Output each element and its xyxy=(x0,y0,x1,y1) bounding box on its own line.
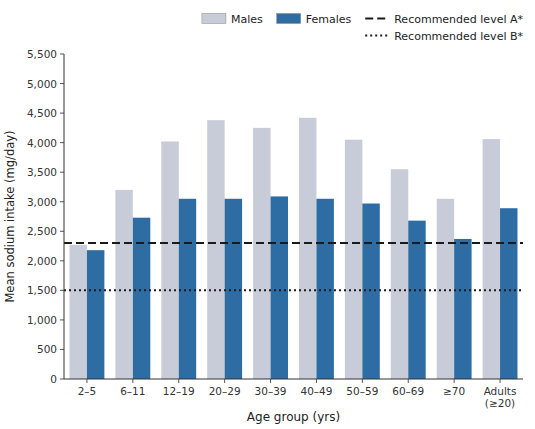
bar xyxy=(454,239,471,379)
y-tick-label: 3,000 xyxy=(27,196,57,208)
x-tick-label: 60–69 xyxy=(392,385,424,397)
y-tick xyxy=(60,260,64,261)
bar xyxy=(299,118,316,379)
bar xyxy=(408,221,425,379)
x-tick xyxy=(316,379,317,383)
y-axis-label: Mean sodium intake (mg/day) xyxy=(3,130,17,302)
legend-label: Females xyxy=(306,13,352,26)
x-tick-label-line: ≥70 xyxy=(443,385,465,397)
x-tick-label: 20–29 xyxy=(209,385,241,397)
y-tick xyxy=(60,172,64,173)
legend-item: Recommended level A* xyxy=(365,13,523,26)
y-tick-label: 2,500 xyxy=(27,225,57,237)
y-axis: 0 500 1,000 1,500 2,000 2,500 3,000 3,500 4,000 4… xyxy=(27,48,64,385)
reference-line xyxy=(64,289,523,291)
bar xyxy=(225,199,242,379)
chart: Males Females Recommended level A* Recommen… xyxy=(0,0,535,429)
y-tick xyxy=(60,201,64,202)
x-tick-label-line: 40–49 xyxy=(300,385,332,397)
y-tick xyxy=(60,113,64,114)
x-tick-label-line: 6–11 xyxy=(120,385,145,397)
x-tick xyxy=(178,379,179,383)
x-tick-label: 50–59 xyxy=(346,385,378,397)
bar xyxy=(316,199,333,379)
bar xyxy=(115,190,132,379)
bar xyxy=(161,141,178,379)
bar xyxy=(70,245,87,379)
bar xyxy=(87,250,104,379)
bar xyxy=(271,196,288,379)
legend-label: Recommended level B* xyxy=(394,30,523,43)
legend-item: Males xyxy=(202,13,263,26)
x-tick-label-line: 12–19 xyxy=(163,385,195,397)
y-tick-label: 0 xyxy=(50,373,57,385)
y-tick xyxy=(60,379,64,380)
legend: Males Females Recommended level A* Recommen… xyxy=(202,13,524,43)
x-tick-label: 12–19 xyxy=(163,385,195,397)
x-tick-label-line: Adults xyxy=(484,385,517,397)
x-tick xyxy=(362,379,363,383)
legend-swatch xyxy=(365,18,389,20)
legend-label: Recommended level A* xyxy=(394,13,523,26)
x-tick xyxy=(408,379,409,383)
x-axis-label: Age group (yrs) xyxy=(247,410,340,424)
x-tick-label: ≥70 xyxy=(443,385,465,397)
bar xyxy=(133,218,150,379)
x-tick xyxy=(500,379,501,383)
y-tick-label: 3,500 xyxy=(27,166,57,178)
legend-swatch xyxy=(365,35,389,37)
y-tick xyxy=(60,231,64,232)
y-tick-label: 2,000 xyxy=(27,255,57,267)
y-tick-label: 4,000 xyxy=(27,137,57,149)
y-axis-line xyxy=(64,54,65,379)
y-tick xyxy=(60,349,64,350)
bars xyxy=(70,118,518,379)
reference-line xyxy=(64,242,523,244)
legend-label: Males xyxy=(231,13,263,26)
x-tick-label: Adults(≥20) xyxy=(484,385,517,409)
x-tick-label: 2–5 xyxy=(78,385,97,397)
y-tick-label: 4,500 xyxy=(27,107,57,119)
y-tick xyxy=(60,83,64,84)
y-tick xyxy=(60,142,64,143)
reference-lines xyxy=(64,243,523,290)
legend-swatch xyxy=(202,14,226,24)
x-tick-label-line: 50–59 xyxy=(346,385,378,397)
x-tick xyxy=(86,379,87,383)
y-tick-label: 500 xyxy=(37,343,57,355)
y-tick-label: 5,500 xyxy=(27,48,57,60)
x-axis: 2–5 6–11 12–19 20–29 30–39 40–49 50–59 60–69 ≥70… xyxy=(78,379,517,409)
bar xyxy=(391,169,408,379)
bar xyxy=(253,128,270,379)
x-tick-label-line: 60–69 xyxy=(392,385,424,397)
series xyxy=(87,196,518,379)
x-tick xyxy=(454,379,455,383)
y-tick xyxy=(60,54,64,55)
x-tick-label-line: 2–5 xyxy=(78,385,97,397)
x-tick-label-line: 30–39 xyxy=(255,385,287,397)
bar xyxy=(345,140,362,379)
legend-swatch xyxy=(277,14,301,24)
series xyxy=(70,118,501,379)
x-tick-label: 40–49 xyxy=(300,385,332,397)
x-tick-label-line: (≥20) xyxy=(485,397,515,409)
y-tick xyxy=(60,319,64,320)
bar xyxy=(500,208,517,379)
bar xyxy=(437,199,454,379)
bar xyxy=(483,139,500,379)
y-tick xyxy=(60,290,64,291)
x-tick xyxy=(132,379,133,383)
x-tick-label: 6–11 xyxy=(120,385,145,397)
legend-item: Recommended level B* xyxy=(365,30,523,43)
x-tick-label-line: 20–29 xyxy=(209,385,241,397)
y-tick-label: 1,500 xyxy=(27,284,57,296)
x-tick xyxy=(270,379,271,383)
y-tick-label: 1,000 xyxy=(27,314,57,326)
x-tick xyxy=(224,379,225,383)
x-tick-label: 30–39 xyxy=(255,385,287,397)
bar xyxy=(207,120,224,379)
bar xyxy=(179,199,196,379)
y-tick-label: 5,000 xyxy=(27,78,57,90)
legend-item: Females xyxy=(277,13,352,26)
